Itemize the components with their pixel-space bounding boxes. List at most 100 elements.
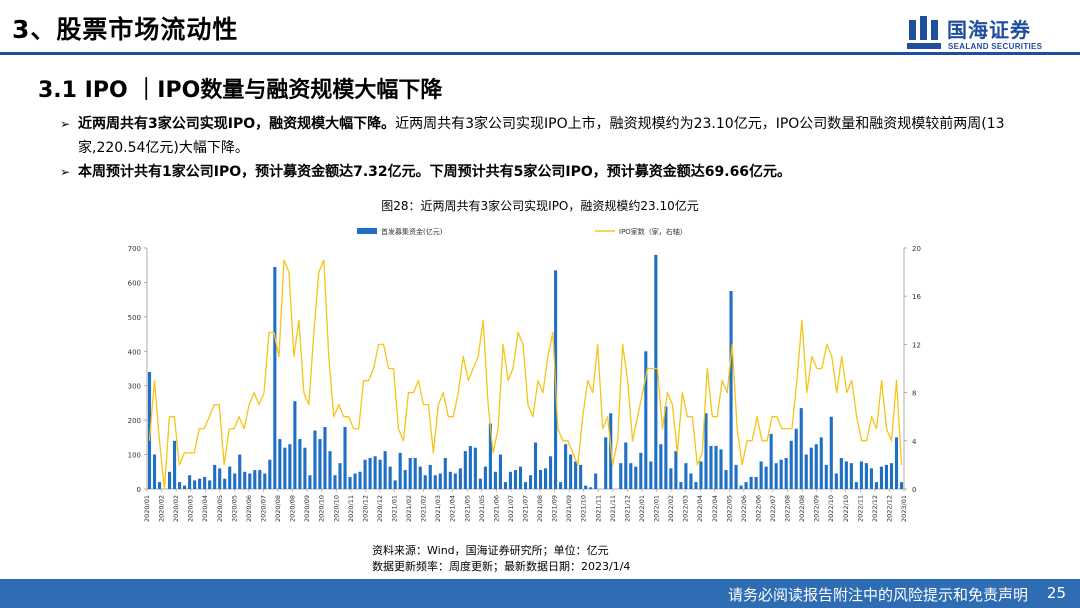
x-tick-label: 2020/02 xyxy=(158,495,166,522)
x-tick-label: 2021/05 xyxy=(463,495,471,522)
x-tick-label: 2022/11 xyxy=(856,495,864,522)
figure-caption: 图28：近两周共有3家公司实现IPO，融资规模约23.10亿元 xyxy=(381,199,699,213)
y-right-tick-label: 20 xyxy=(912,245,921,253)
bar-ipo-amount xyxy=(152,454,157,489)
bar-ipo-amount xyxy=(804,454,808,489)
source-line-1: 资料来源：Wind，国海证券研究所；单位：亿元 xyxy=(372,544,609,557)
bar-ipo-amount xyxy=(498,454,502,489)
bar-ipo-amount xyxy=(819,437,823,489)
bar-ipo-amount xyxy=(719,449,723,489)
bar-ipo-amount xyxy=(308,475,312,489)
bar-ipo-amount xyxy=(288,444,292,489)
bar-ipo-amount xyxy=(518,466,523,489)
bar-ipo-amount xyxy=(744,482,748,489)
bar-ipo-amount xyxy=(709,445,713,489)
page-number: 25 xyxy=(1046,584,1066,602)
source-line-2: 数据更新频率：周度更新；最新数据日期：2023/1/4 xyxy=(372,560,631,573)
bar-ipo-amount xyxy=(779,459,783,489)
footer-bar: 请务必阅读报告附注中的风险提示和免责声明 25 xyxy=(0,579,1080,608)
bar-ipo-amount xyxy=(714,445,718,489)
x-tick-label: 2020/10 xyxy=(332,495,340,522)
bar-ipo-amount xyxy=(649,461,653,489)
bar-ipo-amount xyxy=(298,439,302,489)
logo-mark-icon xyxy=(907,16,941,49)
bar-ipo-amount xyxy=(473,447,477,489)
bar-ipo-amount xyxy=(358,471,362,489)
bar-ipo-amount xyxy=(859,461,863,489)
bar-ipo-amount xyxy=(624,442,628,489)
bar-ipo-amount xyxy=(363,459,367,489)
bar-ipo-amount xyxy=(794,428,798,489)
bar-ipo-amount xyxy=(423,475,427,489)
x-tick-label: 2022/10 xyxy=(842,495,850,522)
bar-ipo-amount xyxy=(438,473,442,489)
bar-ipo-amount xyxy=(799,408,803,489)
x-tick-label: 2021/03 xyxy=(434,495,442,522)
line-ipo-count xyxy=(148,259,903,490)
bar-ipo-amount xyxy=(829,416,833,489)
bar-ipo-amount xyxy=(173,440,177,489)
bar-ipo-amount xyxy=(839,458,843,489)
y-left-tick-label: 600 xyxy=(128,279,141,287)
x-tick-label: 2020/01 xyxy=(143,495,151,522)
bar-ipo-amount xyxy=(403,470,407,489)
bar-ipo-amount xyxy=(368,458,372,489)
x-tick-label: 2023/01 xyxy=(900,495,908,522)
bar-ipo-amount xyxy=(849,463,853,489)
bar-ipo-amount xyxy=(503,482,507,489)
x-tick-label: 2020/10 xyxy=(318,495,326,522)
bar-ipo-amount xyxy=(889,463,894,489)
source-note: 资料来源：Wind，国海证券研究所；单位：亿元 数据更新频率：周度更新；最新数据… xyxy=(372,543,630,575)
bar-ipo-amount xyxy=(594,473,598,489)
bar-ipo-amount xyxy=(729,291,733,489)
bar-ipo-amount xyxy=(734,464,738,489)
bar-ipo-amount xyxy=(408,458,412,489)
x-tick-label: 2020/03 xyxy=(187,495,195,522)
bar-ipo-amount xyxy=(448,471,452,489)
bar-ipo-amount xyxy=(293,401,297,489)
x-tick-label: 2021/10 xyxy=(580,495,588,522)
bar-ipo-amount xyxy=(208,480,212,489)
logo-chinese-name: 国海证券 xyxy=(947,18,1031,42)
bar-ipo-amount xyxy=(899,482,904,489)
bar-ipo-amount xyxy=(774,463,778,489)
x-tick-label: 2021/09 xyxy=(551,495,559,522)
bar-ipo-amount xyxy=(353,473,357,489)
bar-ipo-amount xyxy=(318,439,322,489)
bar-ipo-amount xyxy=(589,487,593,489)
bar-ipo-amount xyxy=(493,471,497,489)
bar-ipo-amount xyxy=(538,470,543,489)
y-right-tick-label: 0 xyxy=(912,486,916,494)
x-tick-label: 2020/05 xyxy=(216,495,224,522)
bar-ipo-amount xyxy=(654,254,658,489)
bar-ipo-amount xyxy=(198,478,202,489)
bar-ipo-amount xyxy=(443,458,447,489)
x-tick-label: 2022/02 xyxy=(667,495,675,522)
y-right-tick-label: 16 xyxy=(912,293,921,301)
bar-ipo-amount xyxy=(373,456,377,489)
bar-ipo-amount xyxy=(544,468,548,489)
y-left-tick-label: 400 xyxy=(128,348,141,356)
x-tick-label: 2021/08 xyxy=(536,495,544,522)
bar-ipo-amount xyxy=(508,471,513,489)
bar-ipo-amount xyxy=(659,444,663,489)
x-tick-label: 2022/06 xyxy=(754,495,762,522)
x-tick-label: 2021/11 xyxy=(609,495,617,522)
bar-ipo-amount xyxy=(764,466,768,489)
bar-ipo-amount xyxy=(584,485,588,489)
bar-ipo-amount xyxy=(418,466,422,489)
x-tick-label: 2020/12 xyxy=(376,495,384,522)
bar-ipo-amount xyxy=(564,444,568,489)
bar-ipo-amount xyxy=(488,423,492,489)
bar-ipo-amount xyxy=(343,427,347,489)
bar-ipo-amount xyxy=(834,473,838,489)
x-tick-label: 2021/02 xyxy=(420,495,428,522)
bar-ipo-amount xyxy=(639,452,643,489)
x-tick-label: 2021/12 xyxy=(623,495,631,522)
legend-label-line: IPO家数（家，右轴） xyxy=(619,227,687,236)
ipo-chart: 首发募集资金(亿元) IPO家数（家，右轴）0100200300400500600… xyxy=(128,227,922,522)
bar-ipo-amount xyxy=(223,478,227,489)
bar-ipo-amount xyxy=(844,461,848,489)
y-left-tick-label: 300 xyxy=(128,383,141,391)
bar-ipo-amount xyxy=(348,476,352,489)
